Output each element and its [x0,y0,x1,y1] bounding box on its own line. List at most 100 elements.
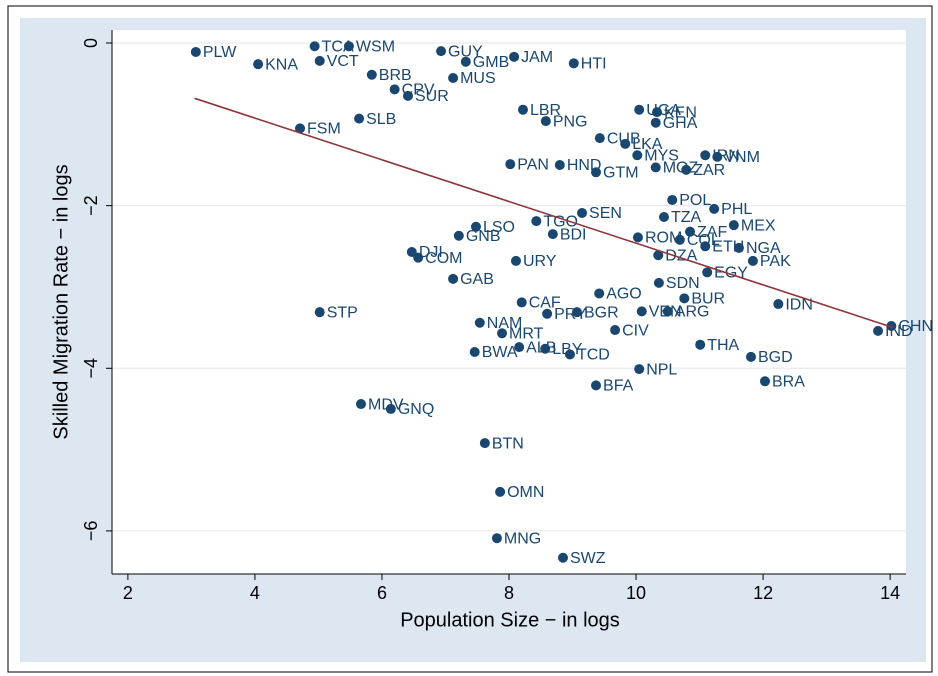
point-label: PHL [721,201,752,218]
point [759,376,770,387]
point-label: GMB [473,54,509,71]
point-label: MNG [504,530,541,547]
y-tick-label: 0 [81,38,101,48]
y-tick-label: −4 [81,358,101,379]
point-label: MYS [644,147,679,164]
point-label: SDN [666,275,700,292]
point [354,113,365,124]
point-label: ZAR [693,162,725,179]
point-label: ZAF [697,224,727,241]
point [413,252,424,263]
point-label: PAN [517,156,549,173]
point-label: GAB [460,271,494,288]
point [773,299,784,310]
point-label: GUY [448,43,483,60]
point-label: FSM [307,121,341,138]
point [540,343,551,354]
point-label: BRB [379,67,412,84]
point-label: BGR [584,304,619,321]
point-label: LBY [552,341,583,358]
point [497,328,508,339]
x-tick-label: 8 [504,583,514,603]
point [728,220,739,231]
point-label: TCD [577,347,610,364]
point-label: POL [679,192,711,209]
point-label: BFA [603,378,634,395]
point-label: MRT [509,326,544,343]
point [658,212,669,223]
point [547,229,558,240]
point-label: ROM [645,230,682,247]
point-label: VCT [327,53,359,70]
point-label: BDI [560,226,587,243]
point [695,339,706,350]
point [653,277,664,288]
x-axis-title: Population Size − in logs [400,609,620,631]
point-label: GNB [466,228,501,245]
point [632,232,643,243]
point-label: HTI [581,56,607,73]
point [540,116,551,127]
point [453,230,464,241]
point [505,159,516,170]
point [653,250,664,261]
y-tick-label: −6 [81,521,101,542]
point-label: THA [707,337,739,354]
point [577,207,588,218]
point-label: GNQ [398,401,434,418]
point-label: MEX [741,217,776,234]
fit-line [194,97,894,329]
point [495,486,506,497]
point-label: IDN [785,296,813,313]
point [886,320,897,331]
x-tick-label: 4 [250,583,260,603]
point [190,46,201,57]
point [712,151,723,162]
point [634,364,645,375]
point [406,246,417,257]
point [517,104,528,115]
y-axis-title: Skilled Migration Rate − in logs [50,164,72,439]
point [571,307,582,318]
point [636,306,647,317]
point [469,347,480,358]
point [700,241,711,252]
point-label: PNG [553,113,588,130]
point [448,72,459,83]
point [448,273,459,284]
point-label: OMN [507,484,544,501]
point-label: AGO [606,286,642,303]
point [385,403,396,414]
point-label: BWA [482,344,518,361]
point-label: CHN [898,318,933,335]
point [474,317,485,328]
point-label: BGD [758,349,793,366]
point [746,351,757,362]
point-label: CAF [529,295,561,312]
point [662,306,673,317]
point [516,297,527,308]
point [253,59,264,70]
point-label: CUB [607,130,641,147]
x-tick-label: 10 [626,583,646,603]
point [674,234,685,245]
point [652,107,663,118]
point-label: PAK [760,253,791,270]
point-label: SLB [366,111,396,128]
point [436,46,447,57]
point-label: KNA [265,56,298,73]
point [634,104,645,115]
x-tick-label: 6 [377,583,387,603]
point [873,325,884,336]
point-label: BUR [691,291,725,308]
point [403,90,414,101]
point [747,255,758,266]
point [610,325,621,336]
plot-region [112,30,906,574]
point [554,159,565,170]
point [479,438,490,449]
point [366,69,377,80]
point-label: VNM [724,149,760,166]
point-label: PLW [203,44,237,61]
